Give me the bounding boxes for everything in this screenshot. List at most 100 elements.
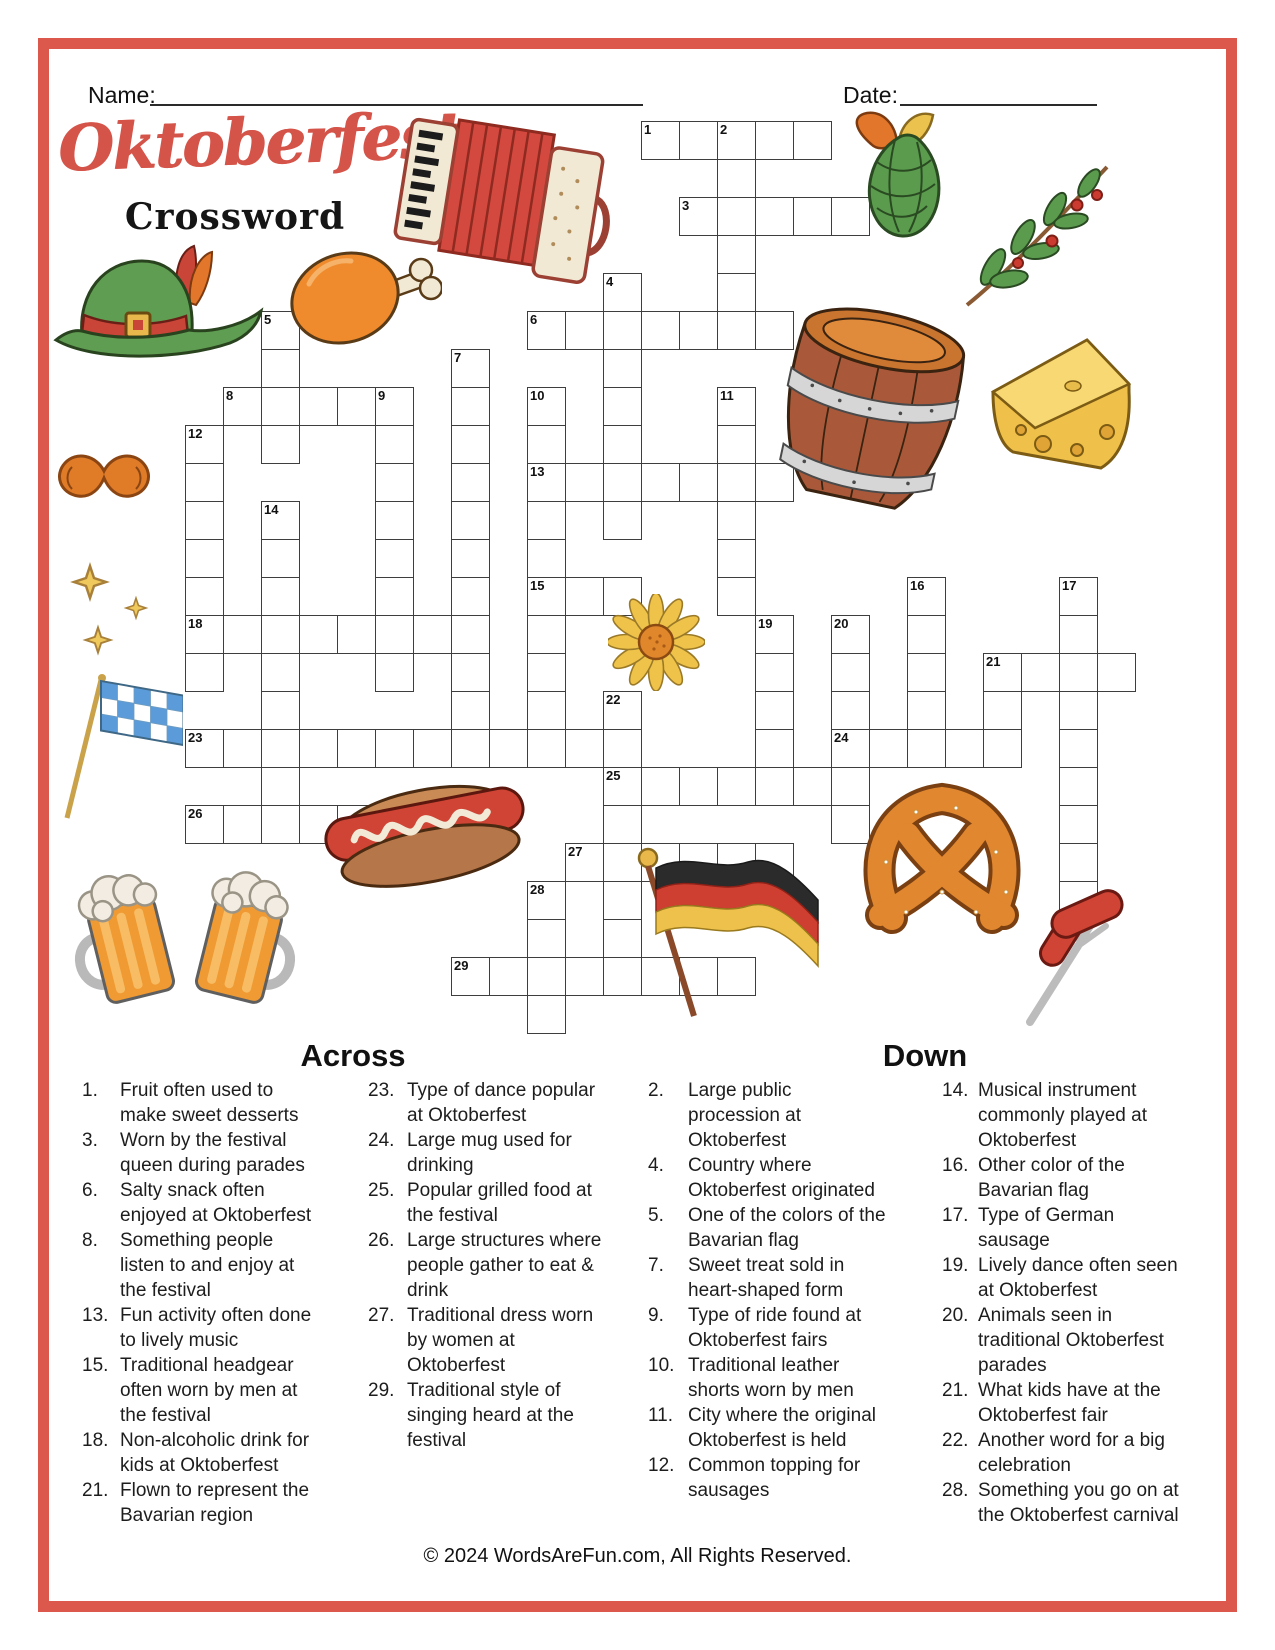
grid-cell: [869, 729, 908, 768]
grid-cell: [451, 463, 490, 502]
grid-cell: [489, 957, 528, 996]
grid-cell: 29: [451, 957, 490, 996]
clue-text: Fruit often used to make sweet desserts: [120, 1080, 299, 1126]
grid-cell: 26: [185, 805, 224, 844]
grid-cell: [603, 881, 642, 920]
grid-cell: [831, 805, 870, 844]
cell-number: 19: [758, 616, 773, 631]
cell-number: 6: [530, 312, 538, 327]
grid-cell: [527, 919, 566, 958]
grid-cell: [527, 653, 566, 692]
grid-cell: [831, 767, 870, 806]
grid-cell: [223, 805, 262, 844]
clue-text: Common topping for sausages: [688, 1455, 861, 1501]
clue-text: Animals seen in traditional Oktoberfest …: [978, 1305, 1164, 1376]
clue-number: 10.: [648, 1355, 675, 1376]
grid-cell: [755, 767, 794, 806]
grid-cell: [261, 805, 300, 844]
cell-number: 14: [264, 502, 279, 517]
grid-cell: [717, 311, 756, 350]
beer-mugs-icon: [74, 871, 296, 1004]
grid-cell: [185, 463, 224, 502]
clue-text: One of the colors of the Bavarian flag: [688, 1205, 886, 1251]
grid-cell: [375, 539, 414, 578]
clue-item: 22. Another word for a big celebration: [942, 1428, 1183, 1478]
clue-item: 27. Traditional dress worn by women at Ok…: [368, 1303, 603, 1378]
cell-number: 13: [530, 464, 545, 479]
grid-cell: [261, 767, 300, 806]
down-heading: Down: [882, 1038, 968, 1073]
grid-cell: [983, 691, 1022, 730]
grid-cell: 16: [907, 577, 946, 616]
cell-number: 20: [834, 616, 849, 631]
grid-cell: [299, 729, 338, 768]
grid-cell: [1059, 653, 1098, 692]
clue-text: Type of ride found at Oktoberfest fairs: [688, 1305, 862, 1351]
clue-text: City where the original Oktoberfest is h…: [688, 1405, 876, 1451]
clue-item: 24. Large mug used for drinking: [368, 1128, 603, 1178]
clue-text: Traditional leather shorts worn by men: [688, 1355, 854, 1401]
grid-cell: 28: [527, 881, 566, 920]
grid-cell: [261, 615, 300, 654]
grid-cell: [755, 311, 794, 350]
grid-cell: [451, 653, 490, 692]
grid-cell: [413, 615, 452, 654]
date-line: [900, 78, 1097, 106]
grid-cell: [375, 501, 414, 540]
grid-cell: [641, 311, 680, 350]
grid-cell: [1059, 691, 1098, 730]
grid-cell: [527, 539, 566, 578]
grid-cell: 14: [261, 501, 300, 540]
clue-number: 21.: [82, 1480, 109, 1501]
clue-item: 21. What kids have at the Oktoberfest fai…: [942, 1378, 1183, 1428]
clue-item: 21. Flown to represent the Bavarian regio…: [82, 1478, 320, 1528]
grid-cell: [831, 197, 870, 236]
grid-cell: [565, 957, 604, 996]
clue-number: 21.: [942, 1380, 969, 1401]
grid-cell: [755, 463, 794, 502]
clue-column: 1. Fruit often used to make sweet dessert…: [82, 1078, 320, 1528]
clue-number: 15.: [82, 1355, 109, 1376]
clue-number: 19.: [942, 1255, 969, 1276]
chicken-leg-icon: [290, 251, 442, 345]
cell-number: 18: [188, 616, 203, 631]
grid-cell: [337, 729, 376, 768]
grid-cell: [1097, 653, 1136, 692]
clue-number: 1.: [82, 1080, 98, 1101]
clue-item: 1. Fruit often used to make sweet dessert…: [82, 1078, 320, 1128]
cell-number: 25: [606, 768, 621, 783]
clue-item: 8. Something people listen to and enjoy a…: [82, 1228, 320, 1303]
clue-item: 13. Fun activity often done to lively mus…: [82, 1303, 320, 1353]
grid-cell: [717, 957, 756, 996]
grid-cell: 1: [641, 121, 680, 160]
clue-number: 14.: [942, 1080, 969, 1101]
grid-cell: [1059, 767, 1098, 806]
clue-number: 5.: [648, 1205, 664, 1226]
date-label: Date:: [843, 82, 898, 108]
cell-number: 21: [986, 654, 1001, 669]
clue-number: 7.: [648, 1255, 664, 1276]
sausage-on-fork-icon: [1026, 889, 1124, 1026]
tyrolean-hat-icon: [53, 244, 264, 358]
clue-number: 25.: [368, 1180, 395, 1201]
grid-cell: [451, 691, 490, 730]
clue-number: 22.: [942, 1430, 969, 1451]
grid-cell: [565, 311, 604, 350]
clue-item: 16. Other color of the Bavarian flag: [942, 1153, 1183, 1203]
clue-number: 8.: [82, 1230, 98, 1251]
grid-cell: [299, 615, 338, 654]
grid-cell: [375, 653, 414, 692]
cell-number: 28: [530, 882, 545, 897]
clue-item: 18. Non-alcoholic drink for kids at Oktob…: [82, 1428, 320, 1478]
pretzel-icon: [863, 782, 1021, 934]
clue-item: 20. Animals seen in traditional Oktoberfe…: [942, 1303, 1183, 1378]
grid-cell: [261, 539, 300, 578]
grid-cell: [1021, 653, 1060, 692]
grid-cell: [451, 425, 490, 464]
cell-number: 29: [454, 958, 469, 973]
grid-cell: [261, 349, 300, 388]
grid-cell: [603, 501, 642, 540]
grid-cell: [907, 729, 946, 768]
footer-copyright: © 2024 WordsAreFun.com, All Rights Reser…: [423, 1545, 852, 1567]
cell-number: 24: [834, 730, 849, 745]
